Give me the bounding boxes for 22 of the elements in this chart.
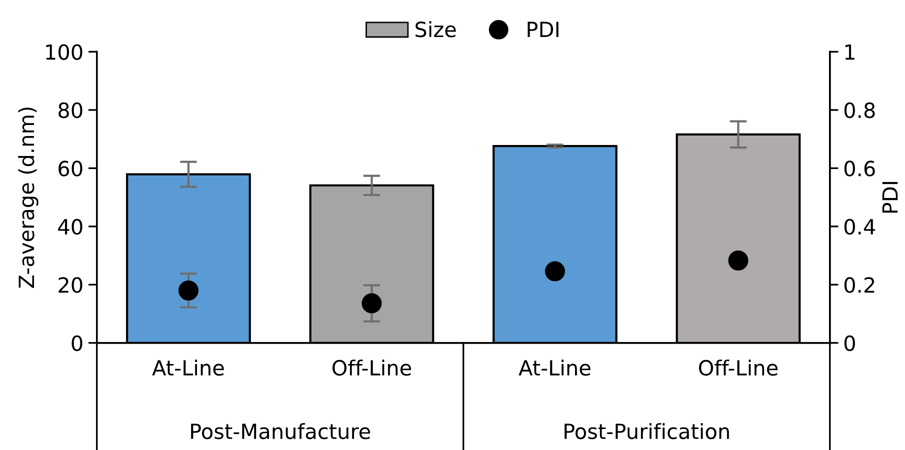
x-tick-label: Off-Line <box>698 360 778 376</box>
y2-tick-label: 0.2 <box>844 277 874 293</box>
y2-tick-label: 0 <box>844 335 855 352</box>
y-tick-label: 80 <box>58 102 82 118</box>
text: Post-Manufacture <box>191 423 370 440</box>
legend-label: PDI <box>528 22 558 37</box>
y-tick-label: 40 <box>58 218 82 235</box>
y-tick-label: 60 <box>58 160 82 176</box>
x-tick-label: Off-Line <box>332 360 412 376</box>
x-tick-label: At-Line <box>152 360 224 376</box>
y2-axis-title: PDI <box>882 182 898 213</box>
y2-tick-label: 0.4 <box>844 218 876 235</box>
y2-tick-label: 1 <box>845 44 854 60</box>
y-tick-label: 20 <box>58 277 82 293</box>
text: Post-Purification <box>564 423 729 440</box>
y2-tick-label: 0.8 <box>844 102 875 118</box>
y-tick-label: 100 <box>46 44 82 60</box>
y-tick-label: 0 <box>72 335 82 352</box>
y2-tick-label: 0.6 <box>844 160 875 176</box>
y-axis-title: Z-average (d.nm) <box>18 108 38 288</box>
x-tick-label: At-Line <box>518 360 590 376</box>
legend-label: Size <box>416 21 456 38</box>
